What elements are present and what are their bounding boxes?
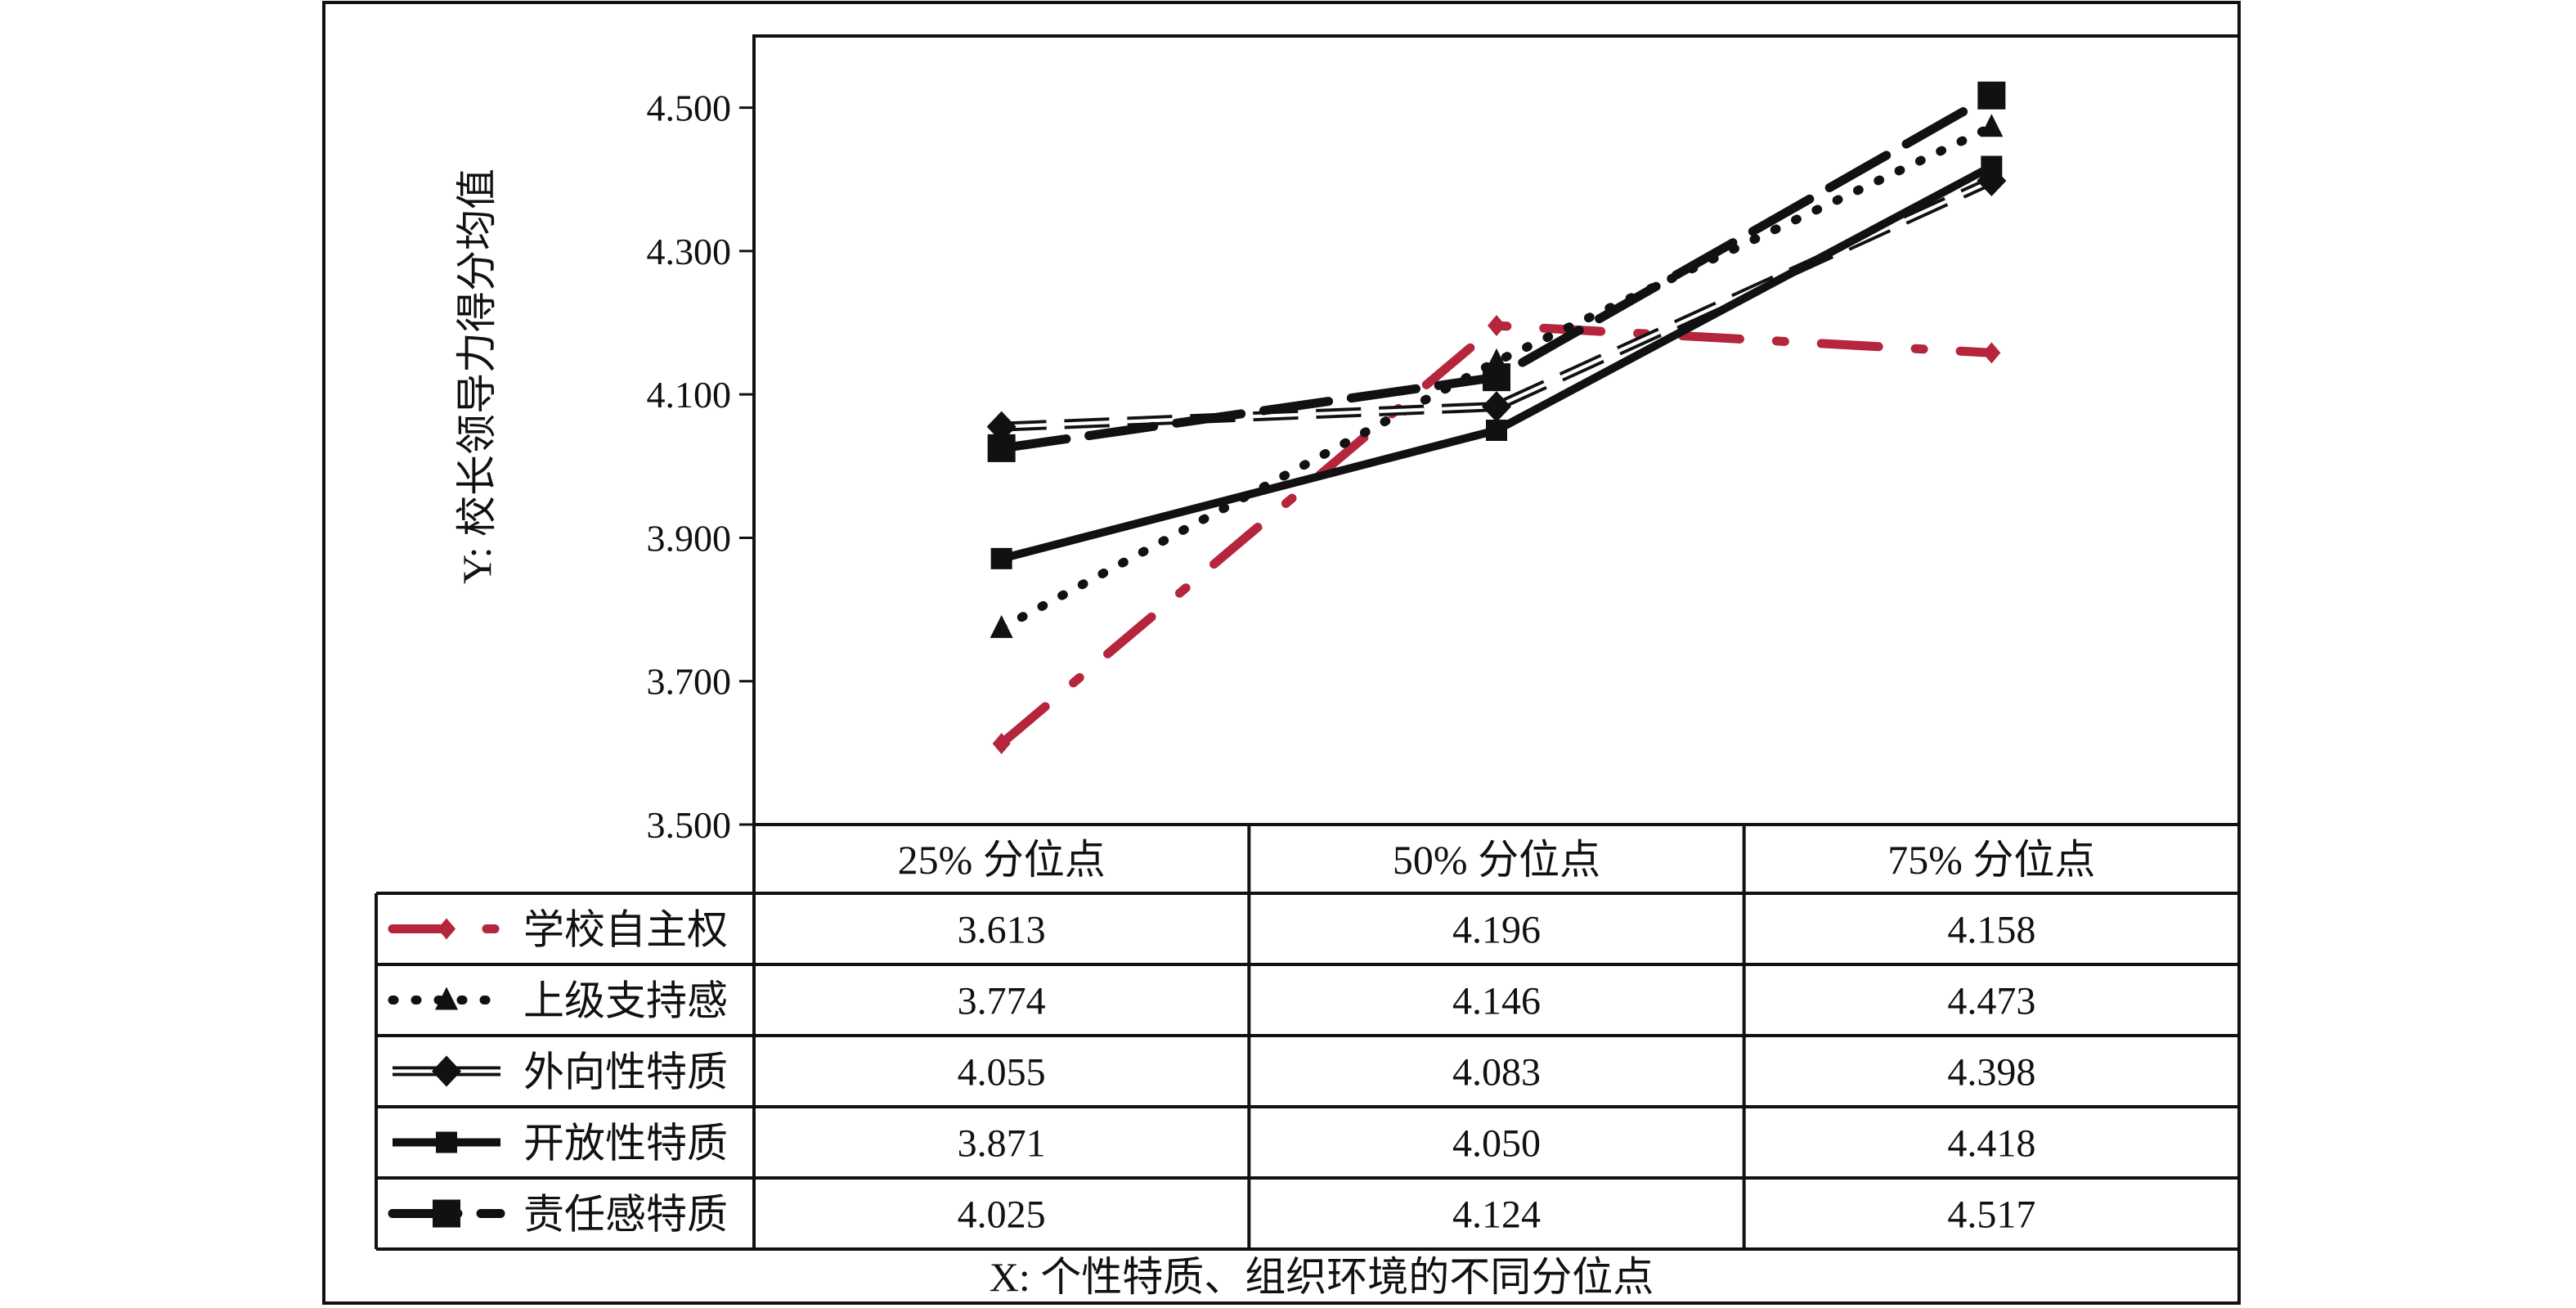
legend-marker [432, 1055, 461, 1087]
table-cell-value: 4.146 [1452, 980, 1541, 1023]
table-cell-value: 4.050 [1452, 1122, 1541, 1166]
legend-marker [438, 918, 456, 940]
data-point [992, 732, 1011, 754]
legend-marker [435, 987, 458, 1010]
y-axis-ticks: 3.500 3.700 3.900 4.100 4.300 4.500 [647, 88, 754, 846]
legend-label: 责任感特质 [523, 1192, 728, 1238]
series-1 [992, 315, 2001, 754]
table-cell-value: 4.398 [1947, 1051, 2035, 1094]
legend-marker [436, 1131, 457, 1153]
legend-label: 学校自主权 [523, 907, 728, 953]
legend-swatch [388, 1199, 505, 1228]
y-tick-label: 3.500 [647, 804, 732, 846]
data-point [1483, 363, 1510, 392]
series-line [997, 122, 1996, 633]
y-tick-label: 4.100 [647, 374, 732, 416]
series-lines [986, 81, 2007, 754]
table-cell-value: 4.124 [1452, 1193, 1541, 1237]
category-label: 25% 分位点 [898, 837, 1106, 883]
table-cell-value: 4.025 [958, 1193, 1046, 1237]
legend-label: 外向性特质 [523, 1050, 728, 1095]
data-point [1977, 81, 2006, 110]
table-cell-value: 3.613 [958, 909, 1046, 952]
plot-area [752, 34, 2241, 826]
table-cell-value: 4.418 [1947, 1122, 2035, 1166]
table-cell-value: 3.871 [958, 1122, 1046, 1166]
data-point [1982, 342, 2001, 364]
data-point [990, 547, 1012, 569]
data-point [1981, 155, 2003, 178]
series-5 [987, 81, 2006, 462]
table-cell-value: 4.055 [958, 1051, 1046, 1094]
legend-marker [433, 1199, 460, 1228]
y-axis-label: Y: 校长领导力得分均值 [454, 169, 500, 584]
data-point [1488, 315, 1506, 337]
series-3 [986, 165, 2007, 443]
data-point [1482, 391, 1511, 423]
category-label: 50% 分位点 [1393, 837, 1600, 883]
category-label: 75% 分位点 [1887, 837, 2095, 883]
legend-swatch [393, 1131, 500, 1153]
y-tick-label: 3.700 [647, 661, 732, 703]
data-point [990, 614, 1013, 638]
y-tick-label: 4.500 [647, 88, 732, 129]
legend-label: 开放性特质 [523, 1121, 728, 1166]
table-cell-value: 4.196 [1452, 909, 1541, 952]
legend-swatch [388, 987, 505, 1010]
x-axis-label: X: 个性特质、组织环境的不同分位点 [990, 1254, 1654, 1300]
data-point [987, 434, 1016, 462]
data-point [1980, 114, 2004, 137]
y-tick-label: 3.900 [647, 517, 732, 559]
series-4 [990, 155, 2003, 569]
legend-label: 上级支持感 [523, 978, 728, 1024]
legend-swatch [393, 1055, 500, 1087]
table-cell-value: 4.473 [1947, 980, 2035, 1023]
legend-swatch [388, 918, 505, 940]
data-point [1486, 420, 1507, 441]
table-cell-value: 4.158 [1947, 909, 2035, 952]
table-cell-value: 3.774 [958, 980, 1046, 1023]
y-tick-label: 4.300 [647, 231, 732, 272]
table-cell-value: 4.083 [1452, 1051, 1541, 1094]
table-cell-value: 4.517 [1947, 1193, 2035, 1237]
